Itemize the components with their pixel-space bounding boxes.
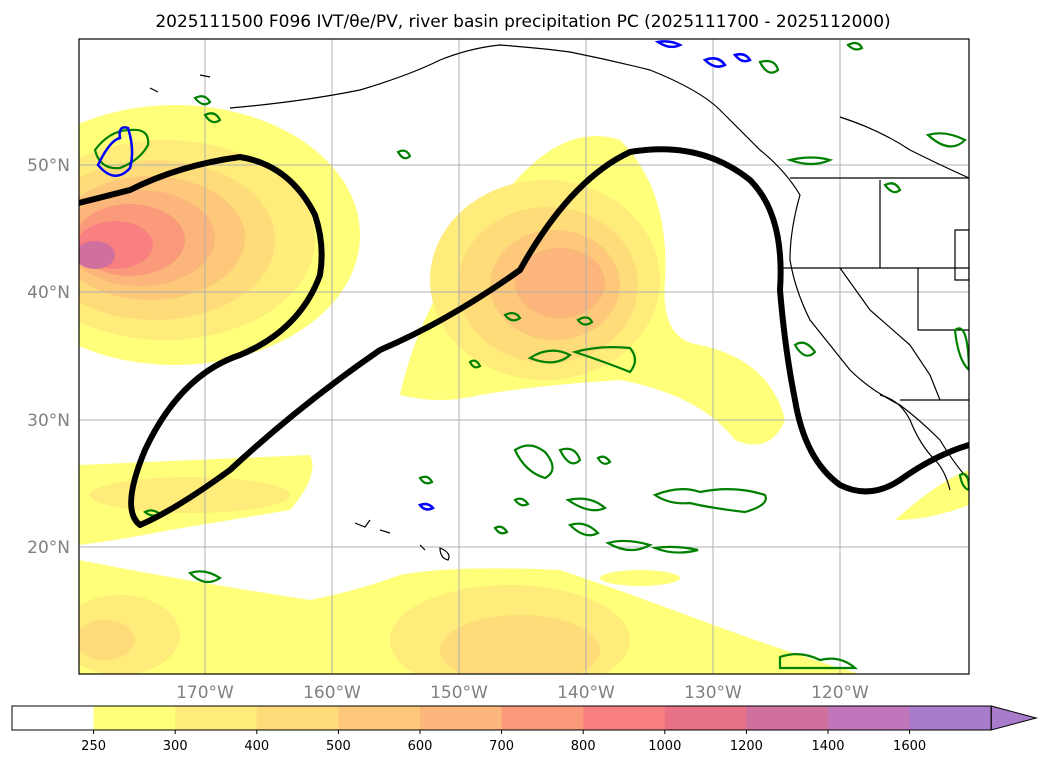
lon-label-140w: 140°W	[557, 683, 615, 703]
map-gridlines	[79, 39, 969, 674]
colorbar-tick-label: 1400	[811, 739, 844, 754]
ivt-shading-central	[400, 136, 785, 445]
lat-label-30n: 30°N	[27, 411, 70, 431]
colorbar: 250 300 400 500 600 700 800 1000 1200 1400 1600	[11, 705, 1039, 754]
lat-label-50n: 50°N	[27, 156, 70, 176]
map-panel	[78, 38, 970, 675]
colorbar-segment	[583, 706, 666, 730]
colorbar-segment	[175, 706, 258, 730]
colorbar-segment	[664, 706, 747, 730]
colorbar-tick-label: 700	[489, 739, 514, 754]
lon-label-170w: 170°W	[176, 683, 234, 703]
colorbar-extend-arrow	[990, 705, 1039, 731]
colorbar-segment	[909, 706, 992, 730]
colorbar-tick-label: 800	[571, 739, 596, 754]
lon-label-130w: 130°W	[684, 683, 742, 703]
colorbar-segment	[746, 706, 829, 730]
colorbar-segment	[256, 706, 339, 730]
colorbar-segment	[93, 706, 176, 730]
theta-e-contours	[96, 40, 752, 511]
lat-label-20n: 20°N	[27, 538, 70, 558]
colorbar-segment	[420, 706, 503, 730]
longitude-labels: 170°W 160°W 150°W 140°W 130°W 120°W	[176, 683, 869, 703]
ivt-threshold-contour	[79, 146, 969, 528]
colorbar-tick-label: 300	[163, 739, 188, 754]
lon-label-120w: 120°W	[811, 683, 869, 703]
colorbar-tick-label: 600	[408, 739, 433, 754]
colorbar-tick-label: 250	[81, 739, 106, 754]
colorbar-tick-label: 1200	[730, 739, 763, 754]
pv-contours	[93, 41, 969, 670]
colorbar-segment	[12, 706, 95, 730]
colorbar-segment	[338, 706, 421, 730]
lat-label-40n: 40°N	[27, 283, 70, 303]
colorbar-segment	[828, 706, 911, 730]
lon-label-160w: 160°W	[303, 683, 361, 703]
colorbar-tick-label: 500	[326, 739, 351, 754]
figure-title: 2025111500 F096 IVT/θe/PV, river basin p…	[155, 12, 890, 32]
coastlines	[149, 44, 969, 561]
colorbar-tick-label: 1600	[893, 739, 926, 754]
colorbar-segment	[501, 706, 584, 730]
latitude-labels: 50°N 40°N 30°N 20°N	[27, 156, 70, 558]
colorbar-tick-label: 1000	[648, 739, 681, 754]
lon-label-150w: 150°W	[430, 683, 488, 703]
colorbar-tick-label: 400	[244, 739, 269, 754]
ivt-shading-northwest	[79, 105, 360, 365]
